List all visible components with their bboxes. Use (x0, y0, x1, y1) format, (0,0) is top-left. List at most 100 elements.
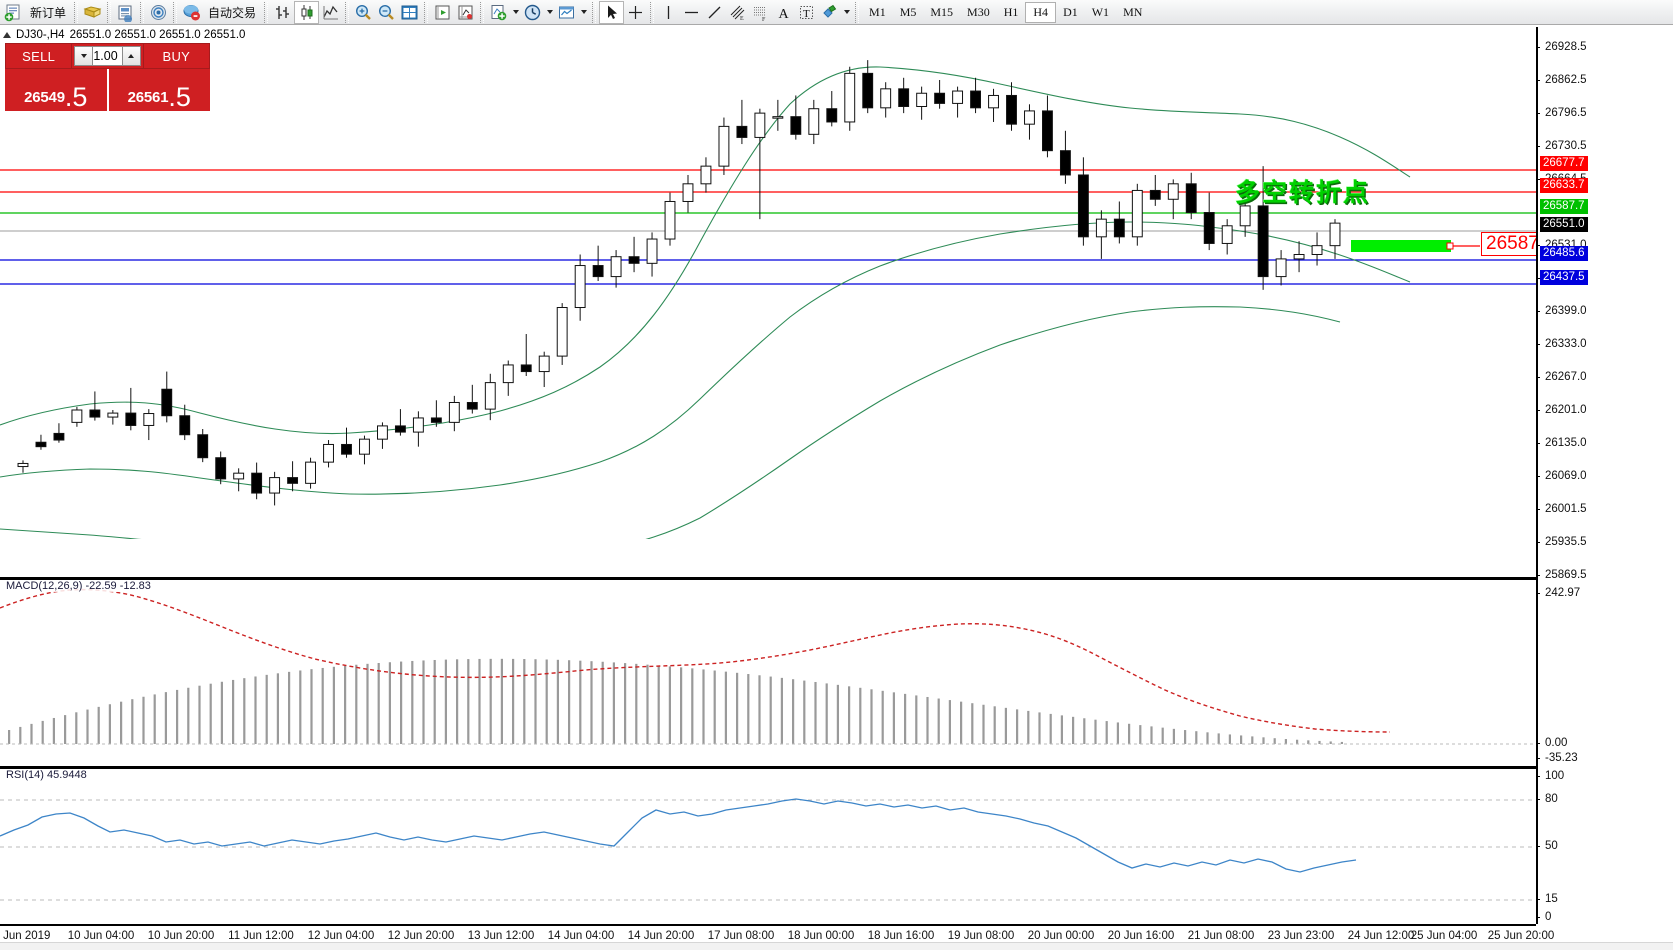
volume-dropdown-button[interactable] (74, 46, 94, 66)
candle-body (1311, 245, 1323, 255)
data-window-button[interactable] (431, 1, 454, 24)
macd-histogram-bar (993, 706, 996, 744)
text-button[interactable]: A (772, 1, 795, 24)
price-tag[interactable]: 26551.0 (1540, 217, 1588, 232)
macd-histogram-bar (64, 715, 67, 744)
price-tick: 26928.5 (1536, 41, 1587, 53)
horizontal-line-button[interactable] (680, 1, 703, 24)
macd-histogram-bar (220, 681, 223, 744)
new-order-label-button[interactable]: 新订单 (25, 1, 71, 24)
main-chart-pane[interactable]: 多空转折点 26587.7 (0, 42, 1560, 539)
candle-body (359, 438, 370, 455)
period-button[interactable] (521, 1, 544, 24)
macd-histogram-bar (960, 701, 963, 744)
price-tag[interactable]: 26485.6 (1540, 246, 1588, 261)
macd-histogram-bar (534, 659, 537, 744)
macd-histogram-bar (142, 696, 145, 744)
rsi-pane[interactable] (0, 770, 1536, 924)
macd-histogram-bar (1049, 713, 1052, 744)
price-tag[interactable]: 26587.7 (1540, 199, 1588, 214)
candle-body (772, 116, 784, 119)
price-tick: 26399.0 (1536, 305, 1587, 317)
auto-trading-button[interactable] (180, 1, 203, 24)
indicator-tick: 100 (1536, 770, 1564, 782)
buy-button[interactable]: BUY (142, 43, 210, 69)
volume-stepper[interactable]: 1.00 (72, 43, 143, 69)
macd-histogram-bar (1240, 735, 1243, 744)
toolbar-separator-11 (855, 1, 860, 23)
signals-button[interactable] (147, 1, 170, 24)
price-tag[interactable]: 26437.5 (1540, 270, 1588, 285)
tile-windows-button[interactable] (398, 1, 421, 24)
macd-histogram-bar (792, 679, 795, 744)
highlight-rectangle[interactable] (1351, 240, 1451, 252)
bar-chart-button[interactable] (271, 1, 294, 24)
add-indicator-button[interactable] (487, 1, 510, 24)
collapse-triangle-icon[interactable] (3, 31, 11, 38)
macd-histogram-bar (444, 659, 447, 744)
timeframe-h4[interactable]: H4 (1025, 1, 1057, 23)
trendline-button[interactable] (703, 1, 726, 24)
macd-histogram-bar (1128, 723, 1131, 744)
macd-histogram-bar (344, 665, 347, 744)
candle-body (1006, 94, 1017, 125)
bottom-status-strip (0, 942, 1673, 950)
time-label: 23 Jun 23:00 (1267, 930, 1335, 942)
zoom-in-button[interactable] (352, 1, 375, 24)
period-dropdown[interactable] (544, 2, 555, 23)
period-clock-icon (524, 4, 541, 20)
equidistant-channel-button[interactable]: E (726, 1, 749, 24)
news-button[interactable] (114, 1, 137, 24)
fibonacci-button[interactable]: F (749, 1, 772, 24)
templates-button[interactable] (555, 1, 578, 24)
templates-icon (559, 6, 575, 18)
turning-point-annotation[interactable]: 多空转折点 (1235, 178, 1371, 207)
price-tag[interactable]: 26677.7 (1540, 156, 1588, 171)
line-chart-button[interactable] (319, 1, 342, 24)
timeframe-h1[interactable]: H1 (1003, 4, 1019, 19)
auto-trading-label-button[interactable]: 自动交易 (203, 1, 261, 24)
time-axis[interactable]: 7 Jun 2019 10 Jun 04:00 10 Jun 20:00 11 Jun… (0, 924, 1554, 950)
time-label: 14 Jun 04:00 (547, 930, 615, 942)
volume-increase-button[interactable] (121, 46, 141, 66)
macd-histogram-bar (1329, 741, 1332, 744)
sell-button[interactable]: SELL (5, 43, 73, 69)
candle-body (484, 382, 496, 410)
zoom-out-button[interactable] (375, 1, 398, 24)
one-click-trading-panel[interactable]: SELL 1.00 BUY 26549 .5 26561 .5 (5, 43, 210, 111)
folder-button[interactable] (81, 1, 104, 24)
timeframe-m5[interactable]: M5 (899, 4, 917, 19)
cursor-button[interactable] (599, 0, 625, 24)
macd-pane[interactable] (0, 580, 1536, 762)
price-tag[interactable]: 26633.7 (1540, 178, 1588, 193)
candlestick-chart-button[interactable] (294, 0, 320, 24)
new-order-button[interactable] (2, 1, 25, 24)
templates-dropdown[interactable] (578, 2, 589, 23)
indicator-list-button[interactable] (454, 1, 477, 24)
buy-price-display[interactable]: 26561 .5 (108, 69, 210, 111)
macd-histogram-bar (388, 662, 391, 744)
timeframe-w1[interactable]: W1 (1091, 4, 1110, 19)
timeframe-mn[interactable]: MN (1123, 4, 1143, 19)
toolbar-separator-3 (140, 1, 145, 23)
sell-price-display[interactable]: 26549 .5 (5, 69, 107, 111)
crosshair-icon (629, 5, 643, 19)
volume-input[interactable]: 1.00 (93, 46, 122, 66)
shapes-dropdown[interactable] (841, 2, 852, 23)
macd-histogram-bar (276, 673, 279, 744)
text-label-button[interactable]: T (795, 1, 818, 24)
timeframe-d1[interactable]: D1 (1063, 4, 1078, 19)
crosshair-button[interactable] (624, 1, 647, 24)
timeframe-m30[interactable]: M30 (967, 4, 990, 19)
add-indicator-dropdown[interactable] (510, 2, 521, 23)
trade-panel-price-row: 26549 .5 26561 .5 (5, 69, 210, 111)
candle-body (628, 256, 640, 264)
callout-anchor-handle[interactable] (1446, 242, 1454, 250)
vertical-line-button[interactable] (657, 1, 680, 24)
timeframe-m1[interactable]: M1 (869, 4, 886, 19)
shapes-button[interactable] (818, 1, 841, 24)
candlestick-chart-icon (301, 4, 313, 20)
macd-histogram-bar (1083, 718, 1086, 744)
price-scale[interactable]: 26928.526862.526796.526730.526664.526531… (1536, 27, 1673, 924)
timeframe-m15[interactable]: M15 (930, 4, 954, 19)
